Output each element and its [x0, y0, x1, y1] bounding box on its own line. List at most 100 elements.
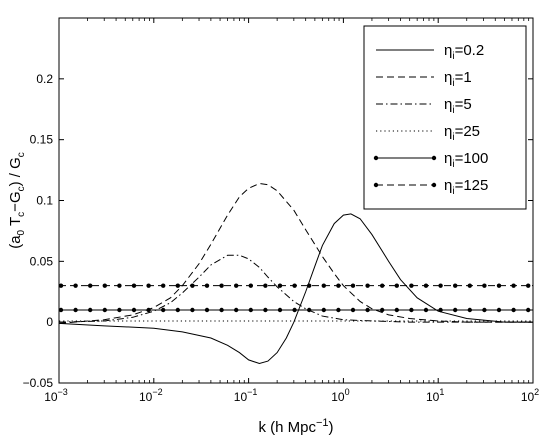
series-5-marker	[511, 307, 516, 313]
series-5-marker	[409, 307, 414, 313]
y-axis-title-sub-G: c	[16, 186, 27, 191]
series-6-marker	[234, 283, 239, 288]
x-tick-label: 100	[331, 387, 349, 404]
series-5-marker	[219, 307, 224, 313]
legend-label-1: ηi=0.2	[444, 42, 484, 62]
series-6-marker	[350, 283, 356, 288]
legend-series-name: 1	[463, 69, 471, 86]
legend-marker	[431, 155, 437, 161]
series-6-marker	[336, 283, 341, 288]
series-6-marker	[321, 283, 326, 288]
legend-series-name: 125	[463, 177, 488, 194]
series-5-marker	[161, 307, 166, 313]
series-5-marker	[394, 307, 399, 313]
series-6-marker	[409, 283, 414, 288]
x-axis-title-main: k (h Mpc	[258, 419, 316, 436]
series-6-marker	[453, 283, 458, 288]
series-5-marker	[117, 307, 122, 313]
series-5-marker	[263, 307, 268, 313]
legend-box	[363, 25, 527, 210]
legend-subscript: i	[452, 105, 454, 116]
x-tick-base: 10	[521, 390, 535, 404]
series-6-marker	[131, 283, 137, 288]
series-5-marker	[380, 307, 385, 313]
series-line-1	[58, 213, 533, 365]
legend-symbol: η	[444, 177, 452, 194]
series-5-marker	[102, 307, 108, 313]
x-axis-title-sup: −1	[316, 417, 329, 429]
series-5-marker	[453, 307, 458, 313]
legend-eq: =	[455, 177, 464, 194]
series-5-marker	[467, 307, 472, 313]
legend-symbol: η	[444, 42, 452, 59]
y-tick-label: 0.05	[30, 254, 54, 268]
legend-label-5: ηi=100	[444, 150, 488, 170]
series-5-marker	[234, 307, 239, 313]
x-tick-exp: −3	[58, 387, 68, 397]
legend-series-name: 5	[463, 96, 471, 113]
series-5-marker	[146, 307, 151, 313]
series-6-marker	[248, 283, 253, 288]
series-6-marker	[161, 283, 166, 288]
series-6-marker	[102, 283, 108, 288]
x-tick-base: 10	[44, 390, 58, 404]
y-tick-label: 0	[46, 315, 53, 329]
legend-symbol: η	[444, 123, 452, 140]
series-6-marker	[482, 283, 487, 288]
series-5-marker	[73, 307, 78, 313]
series-line-3	[58, 254, 533, 323]
series-5-marker	[438, 307, 443, 313]
y-axis-title-sub-a: 0	[16, 229, 27, 235]
series-6-marker	[58, 283, 64, 288]
series-5-marker	[248, 307, 253, 313]
series-layer	[58, 182, 533, 365]
series-6-marker	[73, 283, 78, 288]
series-5-marker	[292, 307, 297, 313]
series-5-marker	[58, 307, 64, 313]
series-5-marker	[350, 307, 356, 313]
y-tick-label: −0.05	[23, 376, 54, 390]
series-6-marker	[204, 283, 210, 288]
legend-series-name: 100	[463, 150, 488, 167]
x-tick-label: 10−1	[234, 387, 258, 404]
series-5-marker	[307, 307, 312, 313]
series-6-marker	[394, 283, 399, 288]
x-tick-exp: 2	[534, 387, 539, 397]
series-5-marker	[277, 307, 283, 313]
series-5-marker	[423, 307, 429, 313]
series-6-marker	[190, 283, 195, 288]
y-axis-title-sub-G2: c	[16, 152, 27, 157]
x-tick-label: 102	[521, 387, 539, 404]
y-tick-label: 0.1	[36, 194, 53, 208]
series-5-marker	[204, 307, 210, 313]
legend-symbol: η	[444, 69, 452, 86]
x-tick-base: 10	[234, 390, 248, 404]
y-axis-title-T: T	[7, 217, 24, 230]
series-5-marker	[88, 307, 93, 313]
legend-label-4: ηi=25	[444, 123, 480, 143]
y-axis-title-close: ) / G	[7, 157, 24, 186]
legend-eq: =	[455, 42, 464, 59]
legend-series-name: 25	[463, 123, 480, 140]
series-6-marker	[467, 283, 472, 288]
x-tick-exp: −2	[152, 387, 162, 397]
y-tick-label: 0.15	[30, 133, 54, 147]
x-tick-exp: −1	[247, 387, 257, 397]
series-6-marker	[263, 283, 268, 288]
legend-eq: =	[455, 150, 464, 167]
x-tick-base: 10	[331, 390, 345, 404]
y-axis-title-open: (a	[7, 235, 24, 249]
legend-subscript: i	[452, 186, 454, 197]
series-6-marker	[277, 283, 283, 288]
x-tick-label: 101	[426, 387, 444, 404]
x-tick-base: 10	[426, 390, 440, 404]
series-6-marker	[438, 283, 443, 288]
x-tick-label: 10−3	[44, 387, 68, 404]
legend-subscript: i	[452, 132, 454, 143]
series-6-marker	[117, 283, 122, 288]
legend-label-2: ηi=1	[444, 69, 472, 89]
legend-symbol: η	[444, 96, 452, 113]
legend-subscript: i	[452, 78, 454, 89]
series-6-marker	[423, 283, 429, 288]
